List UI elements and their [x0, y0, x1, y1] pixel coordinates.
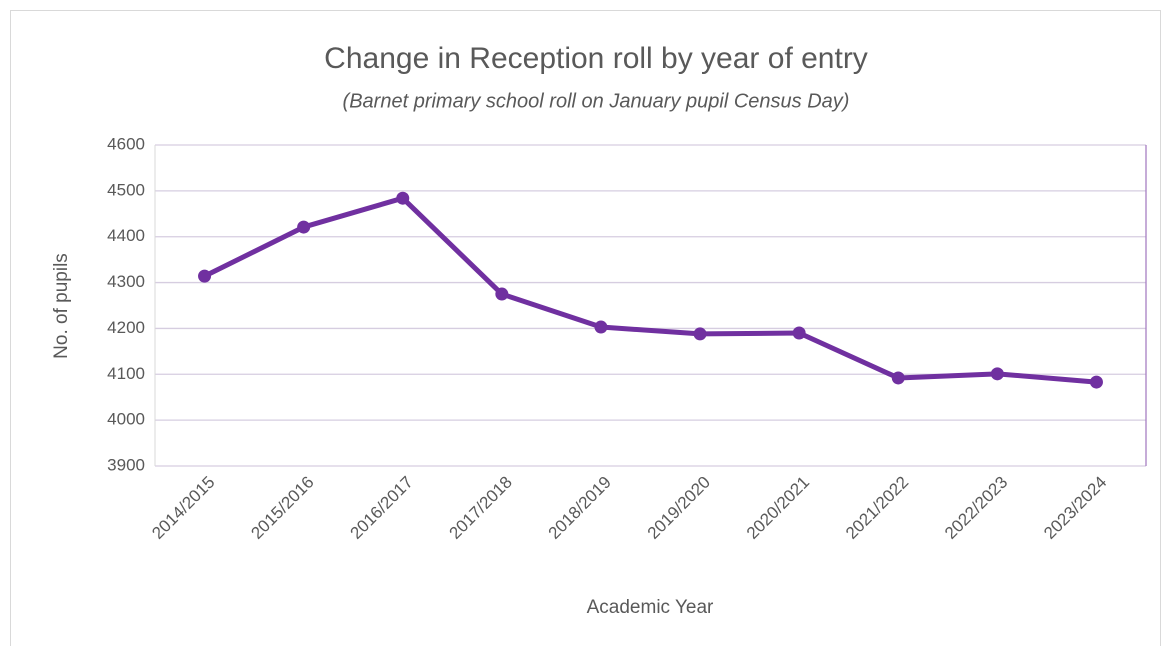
- data-point: [198, 269, 212, 283]
- x-tick-label: 2021/2022: [842, 473, 912, 543]
- data-point: [495, 287, 509, 301]
- x-tick-label: 2017/2018: [446, 473, 516, 543]
- series-line: [203, 195, 1097, 385]
- x-tick-label: 2016/2017: [346, 473, 416, 543]
- y-tick-label: 4000: [107, 410, 145, 429]
- y-tick-label: 4200: [107, 318, 145, 337]
- x-tick-label: 2015/2016: [247, 473, 317, 543]
- data-point: [891, 371, 905, 385]
- y-tick-label: 3900: [107, 455, 145, 474]
- x-tick-label: 2019/2020: [644, 473, 714, 543]
- y-axis-title: No. of pupils: [51, 253, 72, 359]
- x-tick-label: 2023/2024: [1040, 473, 1110, 543]
- data-point: [396, 191, 410, 205]
- y-tick-label: 4500: [107, 180, 145, 199]
- x-axis-title: Academic Year: [587, 597, 714, 618]
- y-tick-label: 4600: [107, 134, 145, 153]
- x-tick-label: 2022/2023: [941, 473, 1011, 543]
- chart-title: Change in Reception roll by year of entr…: [324, 42, 868, 75]
- x-tick-label: 2014/2015: [148, 473, 218, 543]
- x-tick-label: 2020/2021: [743, 473, 813, 543]
- data-point: [1089, 375, 1103, 389]
- data-point: [990, 367, 1004, 381]
- y-tick-label: 4400: [107, 226, 145, 245]
- data-point: [594, 320, 608, 334]
- y-tick-label: 4300: [107, 272, 145, 291]
- data-point: [792, 326, 806, 340]
- chart-subtitle: (Barnet primary school roll on January p…: [343, 90, 850, 112]
- data-point: [693, 327, 707, 341]
- data-point: [297, 220, 311, 234]
- y-tick-label: 4100: [107, 364, 145, 383]
- x-tick-label: 2018/2019: [545, 473, 615, 543]
